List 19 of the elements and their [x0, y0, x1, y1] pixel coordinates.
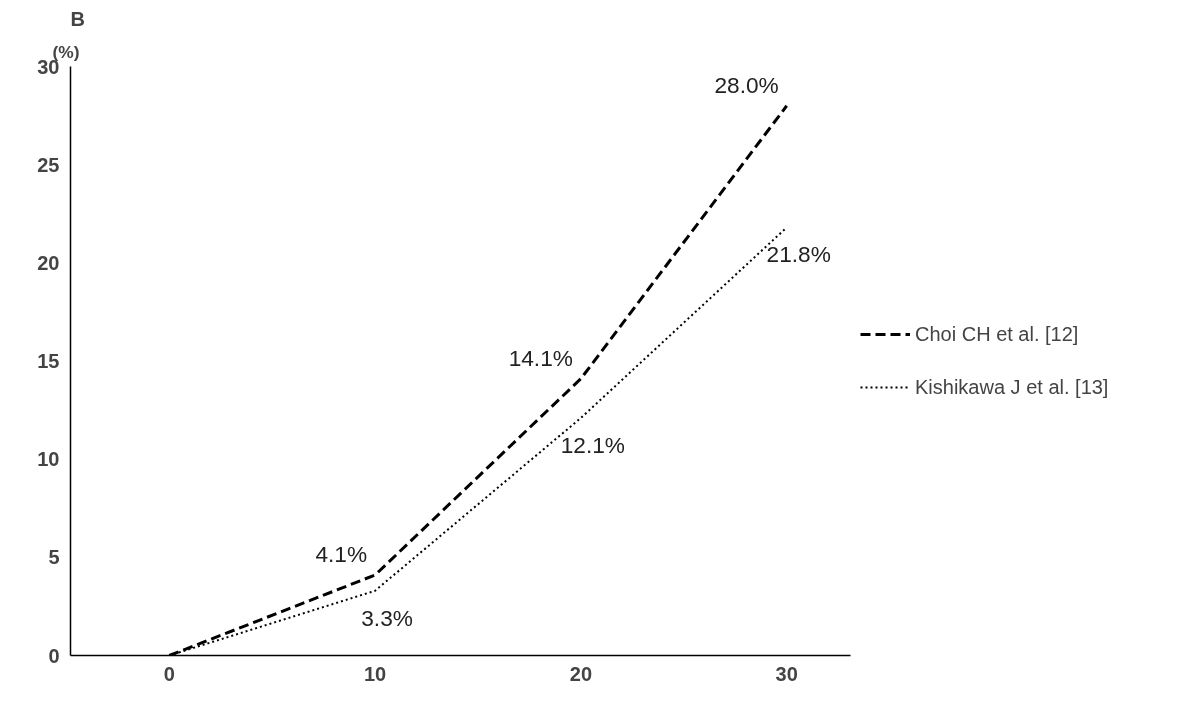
legend-label: Kishikawa J et al. [13]	[915, 375, 1109, 399]
data-label: 14.1%	[508, 344, 573, 371]
x-tick-label: 20	[569, 662, 593, 685]
data-label: 12.1%	[560, 431, 626, 458]
x-tick-label: 30	[775, 662, 798, 685]
y-tick-label: 0	[48, 644, 60, 667]
data-label: 21.8%	[766, 241, 831, 268]
y-tick-label: 20	[37, 251, 60, 274]
chart-title: B	[70, 7, 85, 30]
y-tick-label: 10	[37, 448, 60, 471]
y-tick-label: 15	[37, 350, 60, 372]
y-tick-label: 25	[37, 153, 60, 176]
data-label: 28.0%	[714, 71, 779, 98]
data-label: 3.3%	[361, 604, 413, 631]
x-tick-label: 0	[163, 662, 175, 685]
y-tick-label: 5	[48, 546, 60, 569]
data-label: 4.1%	[315, 541, 368, 567]
legend-label: Choi CH et al. [12]	[915, 322, 1079, 346]
x-tick-label: 10	[363, 662, 387, 685]
